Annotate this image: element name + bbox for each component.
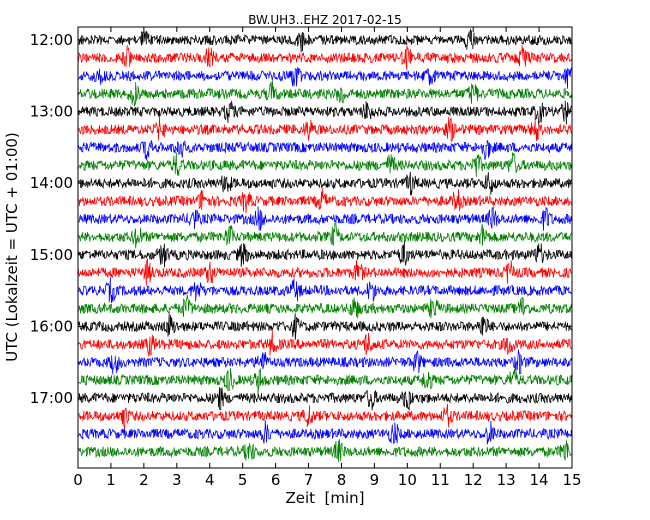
- trace-line: [77, 387, 572, 412]
- trace-line: [77, 367, 572, 394]
- y-tick-label: 13:00: [30, 103, 73, 121]
- plot-frame: [77, 26, 573, 469]
- x-tick-label: 8: [337, 471, 347, 489]
- x-tick-label: 10: [398, 471, 417, 489]
- x-tick-label: 12: [464, 471, 483, 489]
- trace-group: [77, 28, 572, 462]
- x-tick-label: 7: [304, 471, 314, 489]
- trace-line: [77, 403, 572, 430]
- trace-line: [77, 28, 572, 53]
- x-tick-label: 1: [106, 471, 116, 489]
- x-tick-label: 13: [497, 471, 516, 489]
- trace-line: [77, 349, 572, 375]
- x-tick-label: 6: [271, 471, 281, 489]
- x-tick-label: 2: [139, 471, 149, 489]
- trace-line: [77, 116, 572, 143]
- trace-line: [77, 100, 572, 126]
- trace-line: [77, 313, 572, 340]
- trace-line: [77, 294, 572, 319]
- y-axis-label: UTC (Lokalzeit = UTC + 01:00): [3, 132, 21, 362]
- x-tick-label: 5: [238, 471, 248, 489]
- x-axis-label: Zeit [min]: [285, 489, 364, 507]
- trace-line: [77, 439, 572, 462]
- x-axis-ticks: 0 1 2 3 4 5 6 7 8 9 10 11 12 13 14 15: [73, 27, 582, 489]
- x-tick-label: 15: [562, 471, 581, 489]
- trace-line: [77, 139, 572, 161]
- trace-line: [77, 241, 572, 268]
- chart-title: BW.UH3..EHZ 2017-02-15: [248, 13, 402, 27]
- x-tick-label: 0: [73, 471, 83, 489]
- x-tick-label: 11: [431, 471, 450, 489]
- trace-line: [77, 187, 572, 214]
- x-tick-label: 4: [205, 471, 215, 489]
- trace-line: [77, 81, 572, 107]
- trace-line: [77, 171, 572, 196]
- trace-line: [77, 420, 572, 445]
- trace-line: [77, 258, 572, 286]
- x-tick-label: 14: [530, 471, 549, 489]
- y-tick-label: 15:00: [30, 246, 73, 264]
- trace-line: [77, 330, 572, 357]
- y-tick-label: 16:00: [30, 317, 73, 335]
- trace-line: [77, 151, 572, 177]
- y-tick-label: 14:00: [30, 174, 73, 192]
- trace-line: [77, 67, 572, 89]
- x-tick-label: 9: [370, 471, 380, 489]
- trace-line: [77, 222, 572, 249]
- y-tick-label: 17:00: [30, 389, 73, 407]
- trace-line: [77, 277, 572, 304]
- trace-line: [77, 44, 572, 71]
- trace-line: [77, 206, 572, 231]
- y-tick-label: 12:00: [30, 31, 73, 49]
- x-tick-label: 3: [172, 471, 182, 489]
- y-axis-ticks: 12:00 13:00 14:00 15:00 16:00 17:00: [30, 31, 572, 407]
